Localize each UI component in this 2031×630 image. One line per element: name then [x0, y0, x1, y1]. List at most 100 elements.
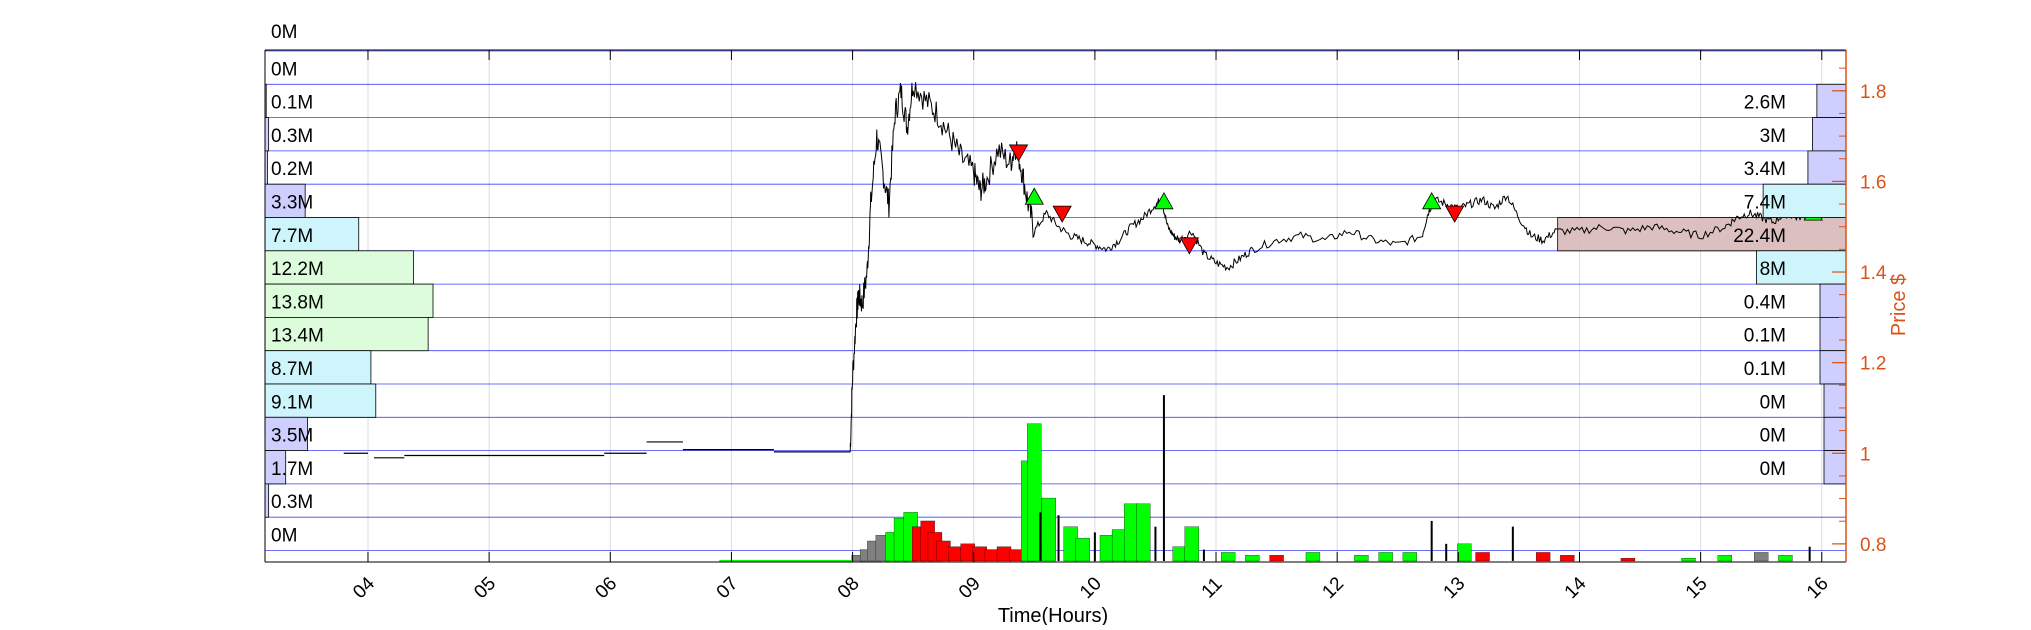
sell-marker — [1179, 237, 1200, 255]
right-profile-bar — [1823, 450, 1847, 485]
x-tick-label: 14 — [1561, 573, 1591, 603]
y-tick-label: 1 — [1860, 444, 1871, 465]
volume-bar — [1681, 557, 1696, 562]
volume-bar — [1511, 526, 1514, 561]
volume-bar — [1162, 395, 1165, 561]
right-profile-bar — [1823, 383, 1847, 418]
y-tick-label: 1.8 — [1860, 82, 1886, 103]
left-profile-label: 9.1M — [271, 392, 313, 413]
volume-bar — [1202, 549, 1205, 561]
volume-bar — [1620, 557, 1636, 562]
right-profile-label: 8M — [1760, 259, 1786, 280]
volume-bar — [1808, 546, 1811, 561]
right-profile-label: 2.6M — [1744, 93, 1786, 114]
sell-marker — [1008, 144, 1029, 162]
volume-bar — [1445, 543, 1448, 561]
right-profile-bar — [1819, 350, 1847, 385]
right-profile-label: 0M — [1760, 426, 1786, 447]
volume-bar — [1245, 555, 1260, 562]
y-axis-label: Price $ — [1888, 274, 1910, 336]
right-profile-label: 0M — [1760, 459, 1786, 480]
left-profile-label: 0M — [271, 526, 297, 547]
volume-bar — [1305, 552, 1321, 562]
value-area — [1557, 217, 1847, 252]
buy-marker — [1024, 187, 1044, 205]
right-profile-label: 7.4M — [1744, 193, 1786, 214]
x-tick-label: 15 — [1682, 573, 1712, 603]
volume-bar — [1378, 552, 1393, 562]
x-tick-label: 16 — [1803, 573, 1833, 603]
right-profile-bar — [1807, 150, 1847, 185]
volume-bar — [984, 549, 1000, 562]
volume-bar — [1754, 552, 1769, 562]
volume-bar — [1184, 526, 1199, 562]
left-profile-bar — [264, 250, 414, 285]
volume-bar — [1027, 423, 1042, 562]
right-profile-label: 0.1M — [1744, 326, 1786, 347]
volume-bar — [1057, 515, 1060, 561]
y-tick-label: 1.6 — [1860, 172, 1886, 193]
x-tick-label: 12 — [1318, 573, 1348, 603]
right-profile-label: 3M — [1760, 126, 1786, 147]
axes: 04 05 06 07 08 09 10 11 12 13 14 15 16 0.8 1 1.2 1.4 1.6 1… — [264, 49, 1887, 603]
volume-bar — [1111, 529, 1127, 562]
volume-bar — [972, 546, 987, 562]
left-profile-bar — [264, 350, 372, 385]
volume-bar — [1039, 512, 1042, 561]
x-axis-label: Time(Hours) — [998, 605, 1108, 625]
y-tick-label: 1.2 — [1860, 354, 1886, 375]
price-series — [343, 81, 1829, 459]
left-profile-label: 0.1M — [271, 93, 313, 114]
y-tick-label: 1.4 — [1860, 263, 1887, 284]
volume-bar — [1136, 503, 1151, 562]
volume-bar — [1778, 555, 1793, 562]
x-tick-label: 09 — [955, 573, 985, 603]
left-profile-label: 3.3M — [271, 193, 313, 214]
x-tick-label: 13 — [1440, 573, 1470, 603]
left-profile-label: 7.7M — [271, 226, 313, 247]
left-profile-label: 13.4M — [271, 326, 324, 347]
volume-bar — [1354, 555, 1369, 562]
right-profile-label: 0.1M — [1744, 359, 1786, 380]
right-profile-label: 3.4M — [1744, 159, 1786, 180]
left-profile-bar — [264, 416, 309, 451]
buy-marker — [1154, 191, 1174, 210]
grid — [265, 50, 1846, 562]
right-profile-bar — [1823, 416, 1847, 451]
x-tick-label: 05 — [470, 573, 500, 603]
volume-bar — [1475, 552, 1490, 562]
right-volume-profile: 2.6M 3M 3.4M 7.4M 22.4M 8M 0.4M 0.1M 0.1M 0M 0M 0M — [1733, 83, 1847, 485]
y-tick-label: 0.8 — [1860, 535, 1886, 556]
volume-bar — [1535, 552, 1551, 562]
left-profile-label: 0M — [271, 59, 297, 80]
right-profile-label: 0M — [1760, 392, 1786, 413]
left-profile-label: 1.7M — [271, 459, 313, 480]
right-profile-bar — [1819, 283, 1847, 318]
volume-bar — [1402, 552, 1418, 562]
price-line — [849, 81, 1829, 453]
volume-bar — [1063, 526, 1078, 562]
sell-marker — [1052, 205, 1072, 223]
x-tick-label: 10 — [1076, 573, 1106, 603]
x-tick-label: 08 — [834, 573, 864, 603]
left-profile-label: 0M — [271, 22, 297, 43]
buy-marker — [1421, 191, 1442, 210]
left-profile-label: 3.5M — [271, 426, 313, 447]
value-area-box — [1557, 217, 1847, 252]
left-profile-label: 12.2M — [271, 259, 324, 280]
right-profile-bar — [1812, 117, 1847, 152]
volume-bar — [1220, 552, 1236, 562]
left-profile-bar — [264, 183, 306, 218]
x-tick-label: 06 — [591, 573, 621, 603]
volume-bar — [960, 543, 975, 562]
axis-labels: Time(Hours) Price $ — [998, 274, 1910, 627]
volume-bar — [1093, 532, 1096, 561]
left-volume-profile: 0M 0M 0.1M 0.3M 0.2M 3.3M 7.7M 12.2M 13.8M 13.4M 8… — [264, 22, 434, 547]
volume-bar — [1717, 555, 1733, 562]
right-profile-label: 22.4M — [1733, 226, 1786, 247]
volume-bar — [996, 546, 1012, 562]
right-profile-bar — [1756, 250, 1847, 285]
left-profile-bar — [264, 383, 377, 418]
right-profile-bar — [1816, 83, 1847, 119]
